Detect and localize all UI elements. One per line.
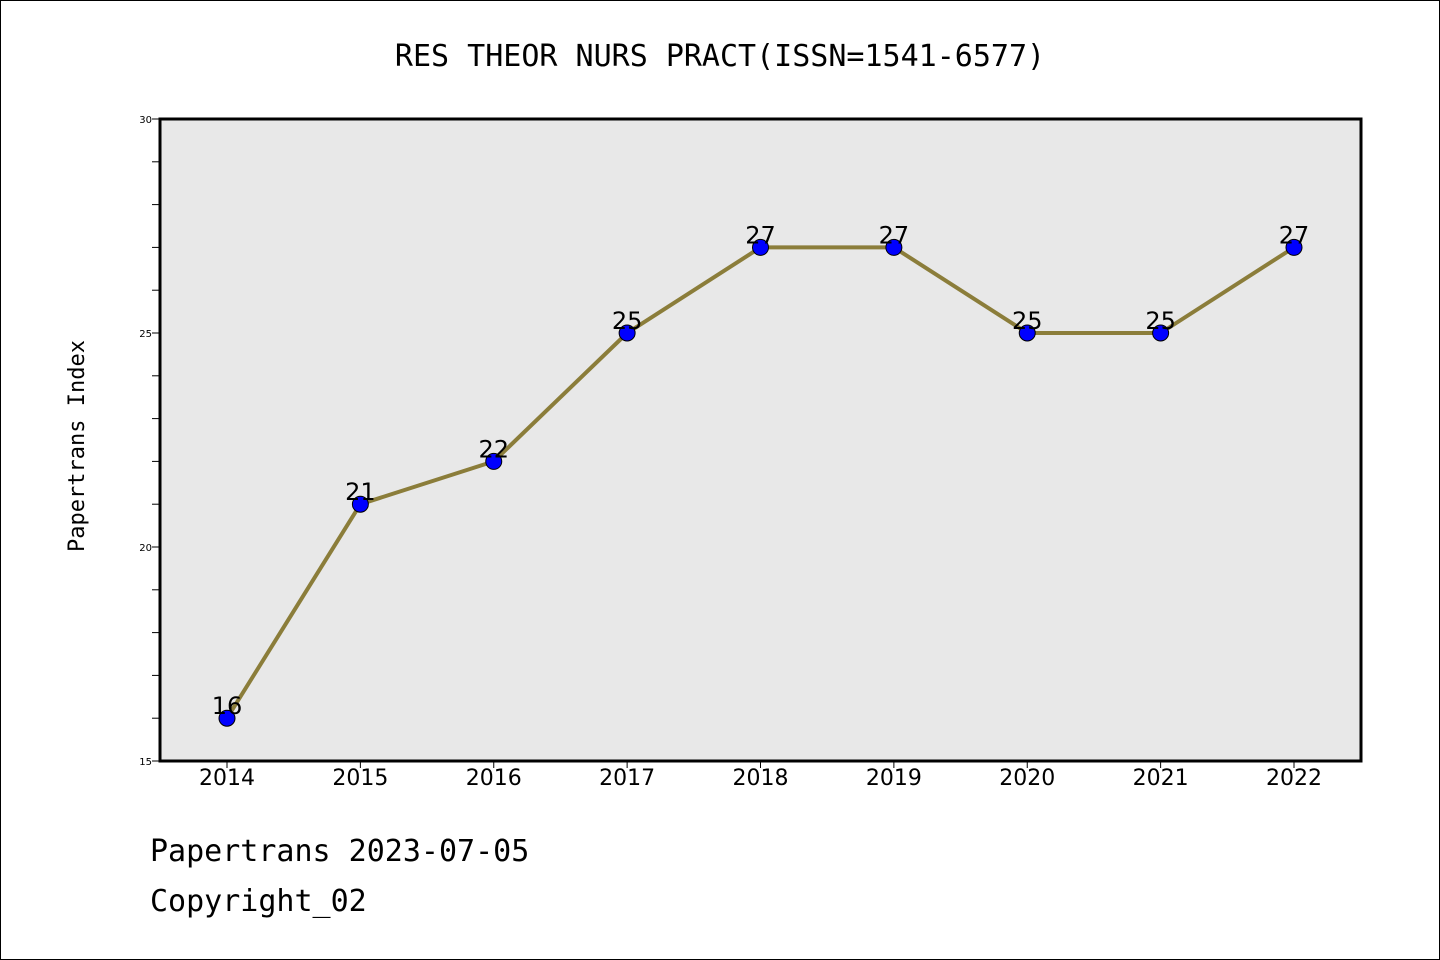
data-label: 16 xyxy=(212,692,243,720)
x-tick-label: 2019 xyxy=(866,766,922,791)
x-tick-label: 2021 xyxy=(1133,766,1189,791)
data-point xyxy=(752,238,769,256)
y-tick-label: 25 xyxy=(139,329,152,340)
chart-title: RES THEOR NURS PRACT(ISSN=1541-6577) xyxy=(395,39,1045,74)
data-labels-group: 16 21 22 25 27 27 25 25 27 xyxy=(212,221,1310,720)
footer-date: Papertrans 2023-07-05 xyxy=(150,834,530,869)
data-point xyxy=(1018,324,1036,342)
x-tick-label: 2016 xyxy=(466,766,522,791)
data-label: 27 xyxy=(745,221,776,249)
data-label: 25 xyxy=(1012,307,1043,335)
x-axis-ticks: 2014 2015 2016 2017 2018 2019 2020 2021 2022 xyxy=(199,761,1322,791)
series-line-group xyxy=(218,238,1303,727)
x-tick-label: 2014 xyxy=(199,766,255,791)
data-point xyxy=(1285,238,1303,256)
x-tick-label: 2020 xyxy=(999,766,1055,791)
data-label: 25 xyxy=(612,307,643,335)
data-label: 21 xyxy=(345,478,376,506)
data-point xyxy=(885,238,903,256)
plot-area xyxy=(158,117,1363,763)
x-tick-label: 2015 xyxy=(332,766,388,791)
data-label: 27 xyxy=(1279,221,1310,249)
y-axis-ticks: 15 20 25 30 xyxy=(139,115,160,768)
x-tick-label: 2017 xyxy=(599,766,655,791)
y-tick-label: 30 xyxy=(139,115,152,126)
data-point xyxy=(1152,324,1170,342)
y-axis-label: Papertrans Index xyxy=(65,340,90,552)
data-point xyxy=(618,324,636,342)
y-tick-label: 20 xyxy=(139,543,152,554)
x-tick-label: 2022 xyxy=(1266,766,1322,791)
x-tick-label: 2018 xyxy=(733,766,789,791)
data-label: 22 xyxy=(478,435,509,463)
data-label: 27 xyxy=(879,221,910,249)
y-tick-label: 15 xyxy=(139,757,152,768)
data-label: 25 xyxy=(1145,307,1176,335)
data-point xyxy=(218,709,236,727)
data-point xyxy=(485,452,503,470)
data-point xyxy=(351,495,369,513)
footer-copyright: Copyright_02 xyxy=(150,884,367,919)
